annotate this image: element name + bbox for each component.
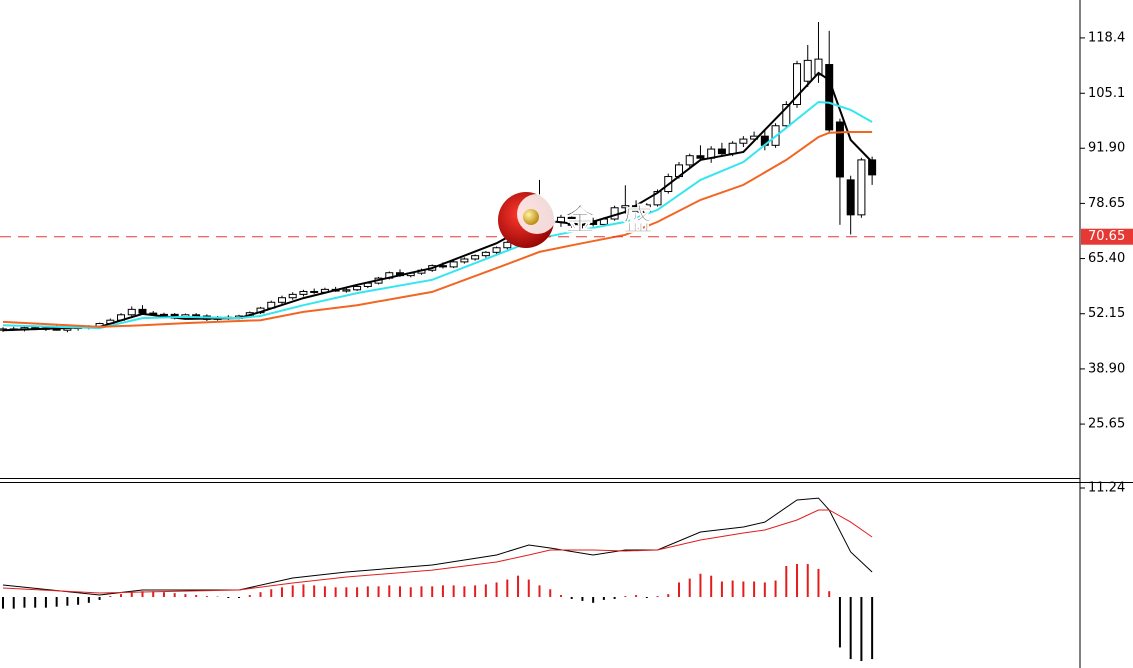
indicator-line [2,131,873,328]
candle-body [288,293,297,299]
watermark-text: 金盛 [564,203,681,238]
candle-body [685,155,694,166]
logo-ball [523,209,539,225]
candle-body [835,121,844,178]
candle-body [621,205,630,209]
candle-body [803,59,812,82]
plot-area [0,22,1080,662]
candle-body [460,258,469,263]
candle-body [481,251,490,257]
candle-body [299,290,308,295]
indicator-line [2,497,873,596]
y-tick-label: 105.1 [1088,86,1125,101]
watermark-logo: 金盛 [498,192,681,248]
candle-body [728,142,737,155]
candle-body [846,179,855,216]
y-tick-label: 38.90 [1088,361,1125,376]
axes: 118.4 105.1 91.90 78.65 65.40 52.15 38.90 25.65… [1080,30,1133,496]
y-tick-label: 118.4 [1088,30,1125,45]
candle-body [503,241,512,249]
indicator-line [2,71,873,332]
indicator-line [2,100,873,330]
candle-body [353,285,362,291]
y-tick-label: 65.40 [1088,251,1125,266]
y-tick-label: 52.15 [1088,306,1125,321]
candle-body [471,255,480,260]
y-tick-label: 25.65 [1088,417,1125,432]
candle-body [825,64,834,131]
candle-body [342,289,351,292]
candle-body [739,138,748,144]
candle-body [642,204,651,213]
y-tick-label: 91.90 [1088,141,1125,156]
indicator-line [2,509,873,594]
candle-body [310,290,319,293]
candle-body [857,159,866,216]
candle-body [449,261,458,268]
candle-body [696,155,705,159]
candle-body [127,308,136,316]
y-tick-label: 78.65 [1088,196,1125,211]
candle-body [793,63,802,106]
candle-body [192,314,201,317]
last-price-label: 70.65 [1088,229,1125,244]
last-price-badge [1081,228,1133,245]
candle-body [814,58,823,76]
candle-body [868,159,877,176]
y-tick-label: 11.24 [1088,481,1125,496]
candle-body [138,308,147,314]
candle-body [782,104,791,127]
candle-body [717,148,726,155]
candle-body [492,247,501,253]
candle-body [277,297,286,303]
candle-body [159,313,168,316]
candle-body [567,216,576,226]
